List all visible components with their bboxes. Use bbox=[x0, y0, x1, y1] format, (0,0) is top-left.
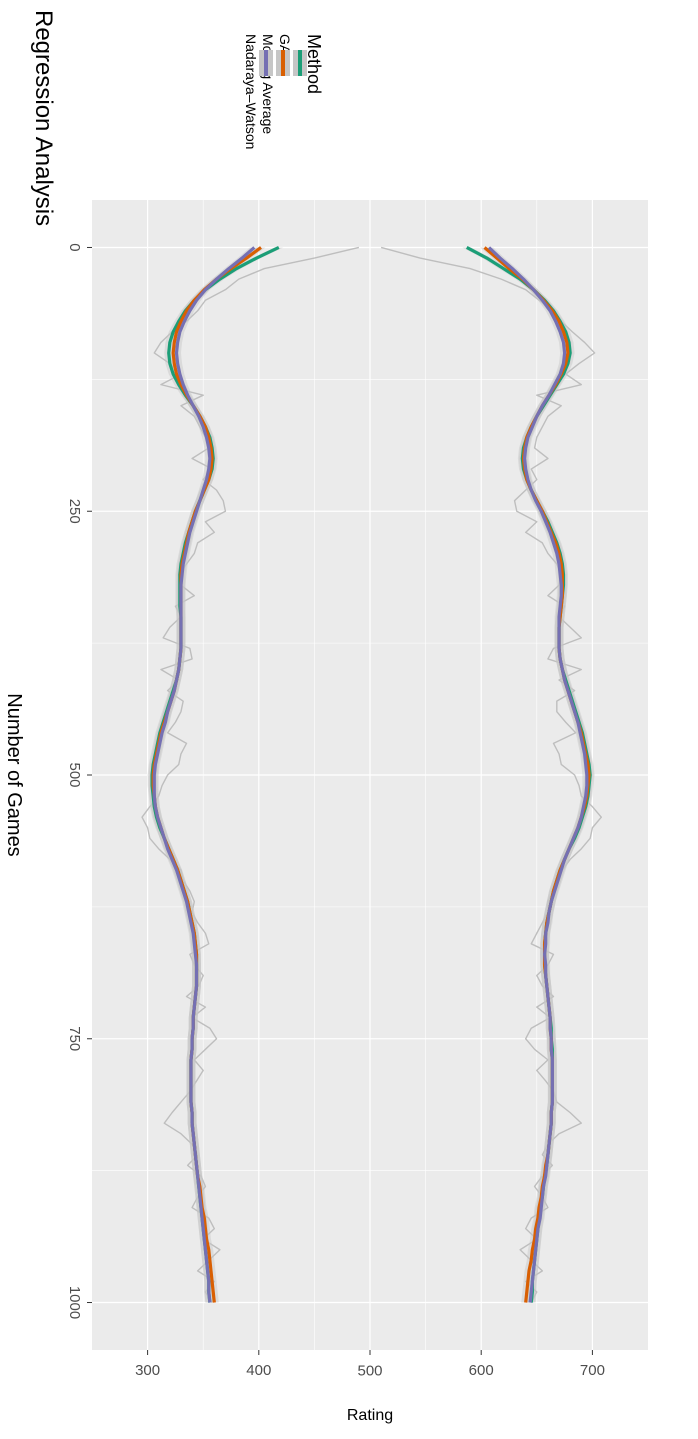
x-tick-label: 750 bbox=[66, 1026, 83, 1051]
raw-rating-line bbox=[380, 246, 602, 1303]
legend-label: Nadaraya–Watson bbox=[243, 34, 259, 149]
fitted-lines bbox=[150, 246, 592, 1303]
legend-key-moving-average bbox=[281, 50, 285, 76]
confidence-band bbox=[147, 247, 284, 1303]
legend-title: Method bbox=[304, 34, 324, 94]
raw-rating-series bbox=[141, 246, 602, 1303]
x-axis: 0 250 500 750 1000 bbox=[66, 243, 92, 1319]
legend-key-gam bbox=[298, 50, 302, 76]
raw-rating-line bbox=[141, 246, 360, 1303]
y-axis: 300 400 500 600 700 bbox=[135, 1350, 605, 1379]
y-tick-label: 400 bbox=[246, 1362, 271, 1379]
x-axis-title: Number of Games bbox=[3, 693, 25, 856]
fitted-line-nadaraya-watson bbox=[152, 246, 256, 1303]
x-tick-label: 250 bbox=[66, 499, 83, 524]
fitted-line-nadaraya-watson bbox=[487, 246, 589, 1303]
legend-key-nadaraya-watson bbox=[264, 50, 268, 76]
x-tick-label: 1000 bbox=[66, 1286, 83, 1319]
grid-lines bbox=[92, 200, 648, 1350]
y-tick-label: 300 bbox=[135, 1362, 160, 1379]
x-tick-label: 500 bbox=[66, 762, 83, 787]
x-tick-label: 0 bbox=[66, 243, 83, 251]
chart-title: Regression Analysis bbox=[30, 10, 57, 226]
y-axis-title: Rating bbox=[347, 1407, 393, 1424]
y-tick-label: 500 bbox=[357, 1362, 382, 1379]
y-tick-label: 600 bbox=[469, 1362, 494, 1379]
y-tick-label: 700 bbox=[580, 1362, 605, 1379]
legend-label: Moving Average bbox=[260, 34, 276, 134]
confidence-bands bbox=[147, 247, 595, 1303]
